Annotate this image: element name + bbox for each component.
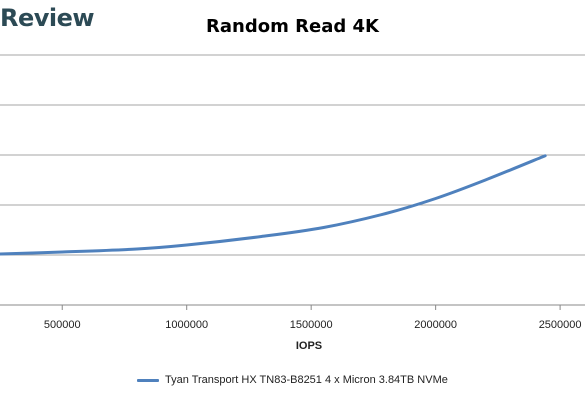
x-tick-label: 2000000 — [414, 319, 457, 331]
series-line — [0, 154, 547, 256]
x-tick-labels: 500000 1000000 1500000 2000000 2500000 — [44, 319, 582, 331]
series-lines — [0, 154, 547, 256]
legend-label: Tyan Transport HX TN83-B8251 4 x Micron … — [164, 374, 448, 386]
brand-logo-text: Review — [0, 4, 95, 32]
legend: Tyan Transport HX TN83-B8251 4 x Micron … — [0, 374, 585, 386]
x-tick-label: 1500000 — [290, 319, 333, 331]
chart-title: Random Read 4K — [206, 16, 379, 37]
x-axis-label: IOPS — [296, 340, 322, 352]
x-tick-label: 1000000 — [165, 319, 208, 331]
x-axis — [0, 304, 585, 310]
legend-swatch — [137, 378, 160, 382]
x-tick-label: 500000 — [44, 319, 81, 331]
x-tick-label: 2500000 — [539, 319, 582, 331]
gridlines — [0, 54, 585, 256]
